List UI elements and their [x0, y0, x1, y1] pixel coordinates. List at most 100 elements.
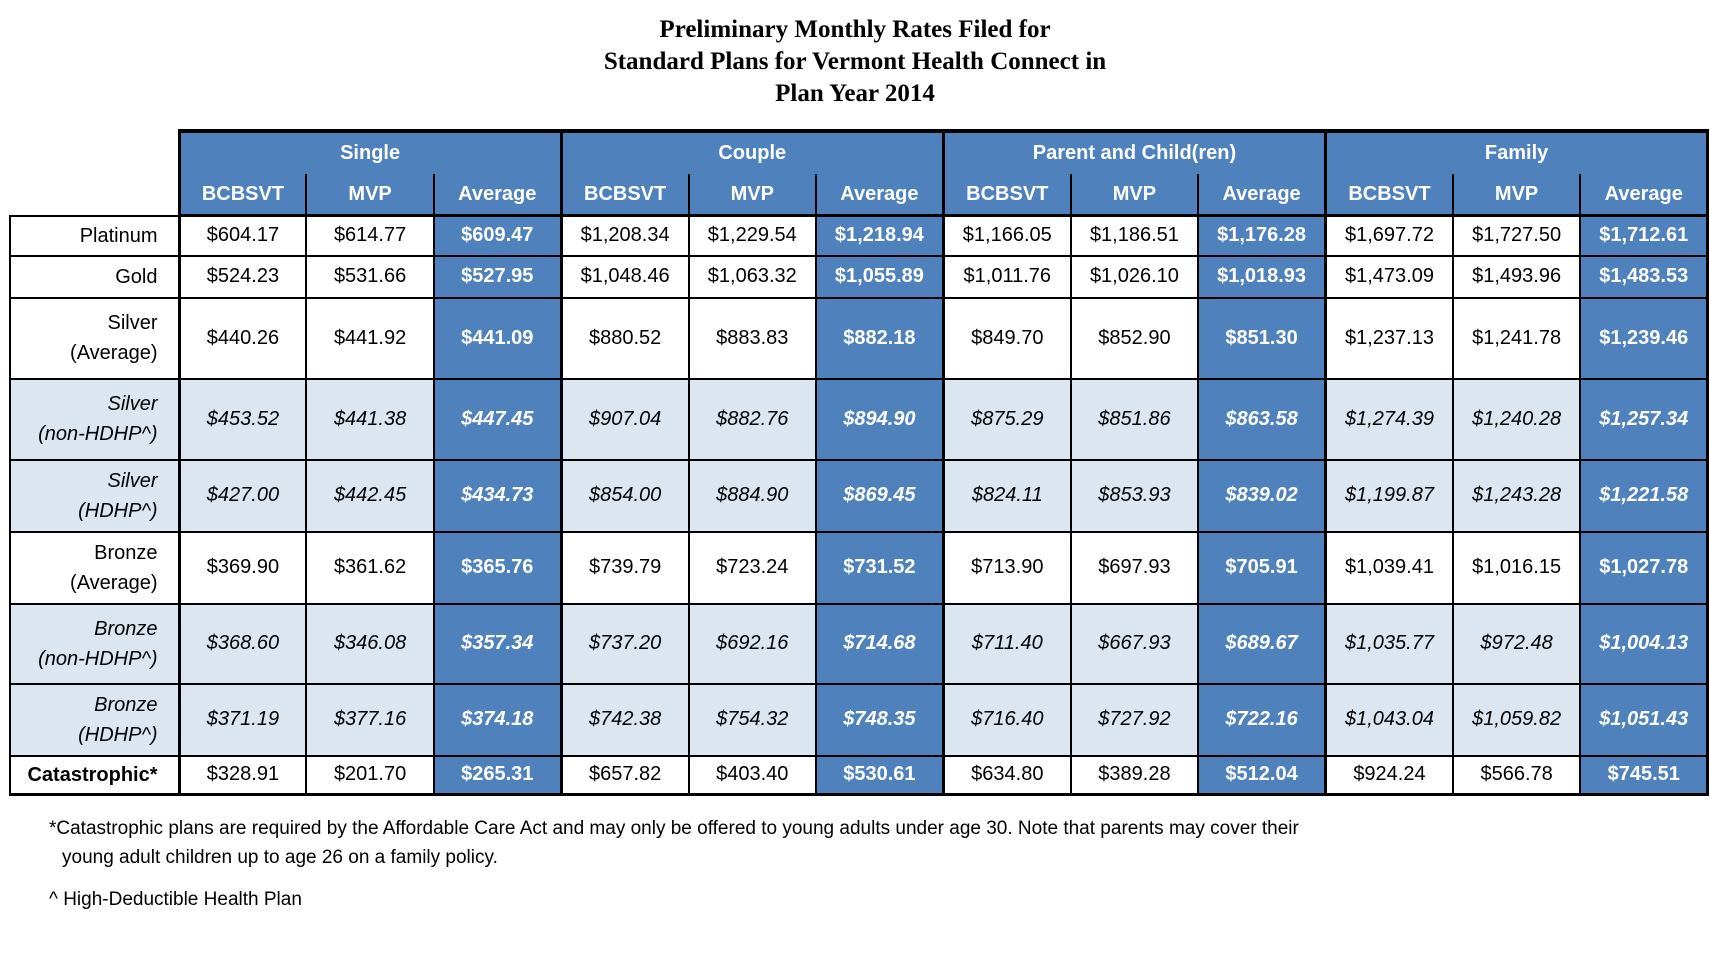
row-label-line: Gold: [115, 265, 158, 288]
rate-cell: $1,011.76: [941, 254, 1072, 299]
average-cell: $357.34: [432, 602, 563, 685]
table-row: Silver (Average) $440.26 $441.92 $441.09 $880…: [9, 296, 1710, 380]
row-label-line: Silver: [107, 469, 158, 492]
row-label-line: (Average): [70, 342, 158, 364]
rate-cell: $711.40: [941, 602, 1072, 685]
column-header: MVP: [1069, 174, 1200, 217]
column-header: MVP: [1451, 174, 1582, 217]
rate-cell: $854.00: [559, 458, 690, 533]
row-label: Gold: [9, 254, 180, 299]
average-cell: $689.67: [1197, 602, 1327, 685]
rate-cell: $403.40: [687, 754, 817, 796]
average-cell: $705.91: [1197, 530, 1327, 605]
column-header: BCBSVT: [941, 174, 1072, 217]
row-label-line: Bronze: [94, 617, 158, 640]
rate-cell: $634.80: [941, 754, 1072, 796]
average-cell: $434.73: [432, 458, 563, 533]
corner-blank: [10, 131, 179, 174]
table-row: Bronze (Average) $369.90 $361.62 $365.76 $739…: [9, 530, 1710, 605]
average-cell: $745.51: [1579, 754, 1710, 796]
rate-cell: $1,274.39: [1324, 377, 1454, 461]
rate-cell: $442.45: [305, 458, 435, 533]
rate-cell: $1,059.82: [1451, 682, 1582, 757]
average-cell: $1,004.13: [1579, 602, 1710, 685]
page-title: Preliminary Monthly Rates Filed for Stan…: [0, 14, 1710, 110]
rate-cell: $1,240.28: [1451, 377, 1582, 461]
average-cell: $512.04: [1197, 754, 1327, 796]
title-line: Plan Year 2014: [775, 80, 935, 107]
row-label: Bronze (non-HDHP^): [9, 602, 180, 685]
rate-cell: $371.19: [177, 682, 308, 757]
average-cell: $365.76: [432, 530, 563, 605]
average-cell: $1,483.53: [1579, 254, 1710, 299]
rate-cell: $667.93: [1069, 602, 1200, 685]
column-header: BCBSVT: [559, 174, 690, 217]
row-label: Bronze (Average): [9, 530, 180, 605]
average-cell: $748.35: [814, 682, 945, 757]
rate-cell: $754.32: [687, 682, 817, 757]
rate-cell: $377.16: [305, 682, 435, 757]
rate-cell: $875.29: [941, 377, 1072, 461]
footnote-hdhp: ^ High-Deductible Health Plan: [49, 889, 302, 910]
average-cell: $447.45: [432, 377, 563, 461]
rate-cell: $201.70: [305, 754, 435, 796]
rate-cell: $824.11: [941, 458, 1072, 533]
average-cell: $1,055.89: [814, 254, 945, 299]
column-header: BCBSVT: [1324, 174, 1454, 217]
rate-cell: $1,016.15: [1451, 530, 1582, 605]
rate-cell: $1,243.28: [1451, 458, 1582, 533]
row-label-line: (non-HDHP^): [38, 423, 158, 445]
average-cell: $1,027.78: [1579, 530, 1710, 605]
rate-cell: $852.90: [1069, 296, 1200, 380]
footnote-line: young adult children up to age 26 on a f…: [62, 847, 498, 868]
average-cell: $1,176.28: [1197, 214, 1327, 257]
rate-cell: $849.70: [941, 296, 1072, 380]
rate-cell: $739.79: [559, 530, 690, 605]
table-row: Bronze (non-HDHP^) $368.60 $346.08 $357.34 $7…: [9, 602, 1710, 685]
row-label-line: (HDHP^): [78, 499, 158, 522]
rate-cell: $657.82: [559, 754, 690, 796]
rate-cell: $697.93: [1069, 530, 1200, 605]
row-label-line: Silver: [107, 393, 158, 415]
rates-table: Single Couple Parent and Child(ren) Family …: [9, 129, 1710, 796]
rate-cell: $1,237.13: [1324, 296, 1454, 380]
row-label-line: Bronze: [94, 693, 158, 716]
title-line: Preliminary Monthly Rates Filed for: [659, 16, 1051, 43]
rate-cell: $853.93: [1069, 458, 1200, 533]
row-label-line: (non-HDHP^): [38, 647, 158, 670]
row-label-line: Platinum: [79, 224, 158, 247]
average-cell: $863.58: [1197, 377, 1327, 461]
rate-cell: $1,166.05: [941, 214, 1072, 257]
average-cell: $714.68: [814, 602, 945, 685]
average-cell: $530.61: [814, 754, 945, 796]
rate-cell: $716.40: [941, 682, 1072, 757]
rate-cell: $1,063.32: [687, 254, 817, 299]
column-header: Average: [814, 174, 945, 217]
row-label: Bronze (HDHP^): [9, 682, 180, 757]
rate-cell: $1,208.34: [559, 214, 690, 257]
rate-cell: $1,039.41: [1324, 530, 1454, 605]
average-cell: $894.90: [814, 377, 945, 461]
average-cell: $1,257.34: [1579, 377, 1710, 461]
rate-cell: $1,048.46: [559, 254, 690, 299]
rate-cell: $427.00: [177, 458, 308, 533]
table-row: Platinum $604.17 $614.77 $609.47 $1,208.34 $1…: [9, 214, 1710, 257]
rate-cell: $369.90: [177, 530, 308, 605]
group-header: Family: [1324, 129, 1710, 174]
row-label-line: Silver: [107, 312, 158, 334]
rate-cell: $880.52: [559, 296, 690, 380]
rate-cell: $742.38: [559, 682, 690, 757]
average-cell: $374.18: [432, 682, 563, 757]
rate-cell: $389.28: [1069, 754, 1200, 796]
table-row: Gold $524.23 $531.66 $527.95 $1,048.46 $1,063…: [9, 254, 1710, 299]
row-label-line: Catastrophic*: [27, 763, 158, 786]
rate-cell: $566.78: [1451, 754, 1582, 796]
average-cell: $722.16: [1197, 682, 1327, 757]
average-cell: $1,018.93: [1197, 254, 1327, 299]
average-cell: $1,712.61: [1579, 214, 1710, 257]
average-cell: $869.45: [814, 458, 945, 533]
rate-cell: $924.24: [1324, 754, 1454, 796]
rate-cell: $361.62: [305, 530, 435, 605]
group-header: Parent and Child(ren): [941, 129, 1328, 174]
rate-cell: $882.76: [687, 377, 817, 461]
